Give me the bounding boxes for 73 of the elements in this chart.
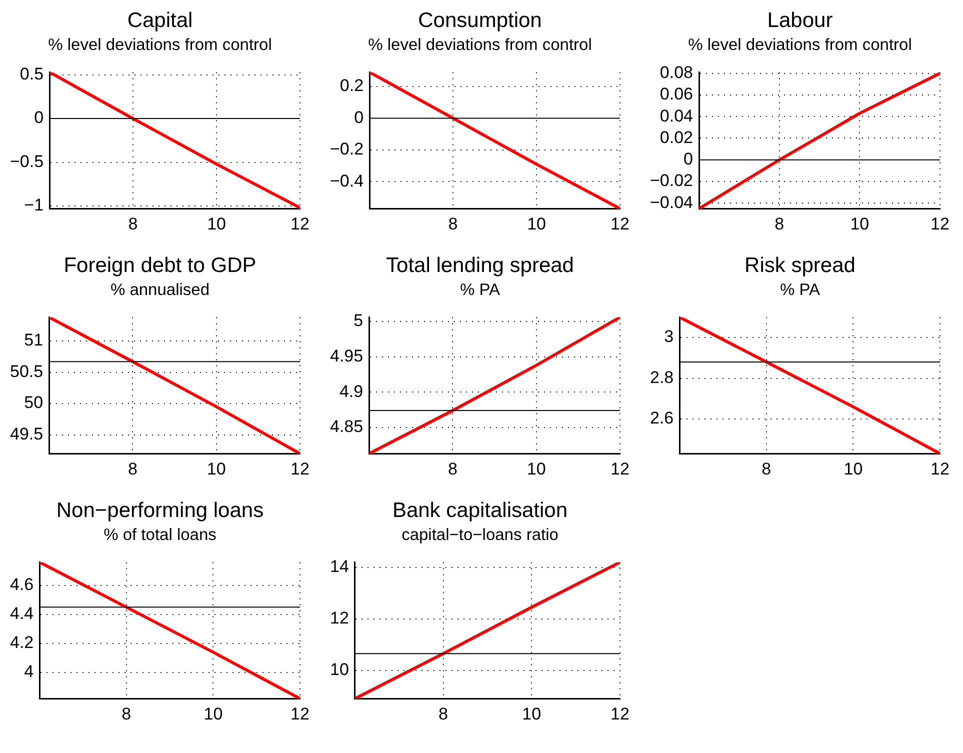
chart-title: Bank capitalisation — [391, 498, 569, 524]
x-tick-label: 10 — [204, 704, 223, 724]
y-tick-label: 0.5 — [20, 64, 44, 84]
x-tick-label: 10 — [522, 704, 542, 724]
chart-subtitle: % annualised — [109, 280, 211, 301]
y-tick-label: 3 — [664, 327, 674, 346]
x-tick-label: 12 — [610, 459, 630, 478]
chart-subtitle: % PA — [458, 280, 502, 301]
y-tick-label: 0 — [354, 108, 364, 127]
x-tick-label: 10 — [527, 214, 546, 234]
chart-title: Labour — [766, 8, 834, 34]
x-tick-label: 12 — [290, 704, 310, 724]
y-tick-label: 4.4 — [10, 604, 34, 624]
x-tick-label: 10 — [844, 459, 863, 478]
y-tick-label: −1 — [24, 196, 44, 215]
x-tick-label: 8 — [448, 214, 458, 234]
y-tick-label: 4.85 — [330, 417, 364, 436]
x-tick-label: 8 — [438, 704, 448, 724]
chart-subtitle: % level deviations from control — [47, 35, 273, 56]
x-tick-label: 12 — [930, 214, 950, 234]
chart-subtitle: capital−to−loans ratio — [400, 525, 560, 546]
chart-subtitle: % PA — [778, 280, 822, 301]
x-tick-label: 8 — [122, 704, 132, 724]
x-tick-label: 10 — [207, 214, 226, 234]
y-tick-label: 4 — [24, 662, 34, 682]
chart-title: Total lending spread — [385, 253, 575, 279]
y-tick-label: 12 — [330, 608, 349, 628]
y-tick-label: 2.6 — [650, 408, 674, 428]
x-tick-label: 12 — [610, 704, 630, 724]
y-tick-label: −0.04 — [650, 192, 694, 212]
x-tick-label: 12 — [930, 459, 950, 478]
y-tick-label: −0.2 — [330, 140, 364, 159]
y-tick-label: 51 — [24, 330, 44, 350]
y-tick-label: 4.95 — [330, 346, 364, 366]
x-tick-label: 10 — [850, 214, 870, 234]
y-tick-label: 14 — [330, 557, 349, 576]
y-tick-label: 4.9 — [339, 382, 364, 401]
y-tick-label: 0 — [684, 150, 694, 169]
x-tick-label: 12 — [290, 459, 310, 478]
y-tick-label: 0.2 — [340, 76, 364, 96]
chart-subtitle: % level deviations from control — [687, 35, 913, 56]
x-tick-label: 10 — [526, 459, 546, 478]
chart-subtitle: % of total loans — [102, 525, 218, 546]
y-tick-label: 10 — [330, 660, 349, 679]
y-tick-label: 0.08 — [660, 62, 694, 82]
chart-title: Capital — [126, 8, 194, 34]
x-tick-label: 10 — [206, 459, 226, 478]
chart-title: Non−performing loans — [55, 498, 265, 524]
y-tick-label: −0.02 — [650, 171, 694, 190]
y-tick-label: 50.5 — [10, 362, 44, 381]
x-tick-label: 8 — [762, 459, 772, 478]
x-tick-label: 8 — [128, 459, 138, 478]
chart-title: Consumption — [417, 8, 543, 34]
y-tick-label: 4.2 — [10, 633, 34, 652]
y-tick-label: −0.5 — [10, 152, 44, 171]
y-tick-label: 49.5 — [10, 424, 44, 444]
y-tick-label: 2.8 — [650, 368, 674, 387]
x-tick-label: 8 — [774, 214, 784, 234]
x-tick-label: 8 — [128, 214, 138, 234]
y-tick-label: 0.04 — [660, 106, 694, 126]
y-tick-label: 50 — [24, 393, 44, 412]
chart-subtitle: % level deviations from control — [367, 35, 593, 56]
y-tick-label: 0.06 — [660, 84, 694, 104]
y-tick-label: 0 — [34, 108, 44, 128]
x-tick-label: 12 — [290, 214, 310, 234]
y-tick-label: 5 — [354, 311, 364, 330]
x-tick-label: 12 — [610, 214, 630, 234]
chart-title: Risk spread — [744, 253, 856, 279]
chart-title: Foreign debt to GDP — [62, 253, 258, 279]
y-tick-label: −0.4 — [330, 171, 364, 190]
y-tick-label: 4.6 — [10, 575, 34, 594]
y-tick-label: 0.02 — [660, 128, 694, 147]
x-tick-label: 8 — [448, 459, 458, 478]
